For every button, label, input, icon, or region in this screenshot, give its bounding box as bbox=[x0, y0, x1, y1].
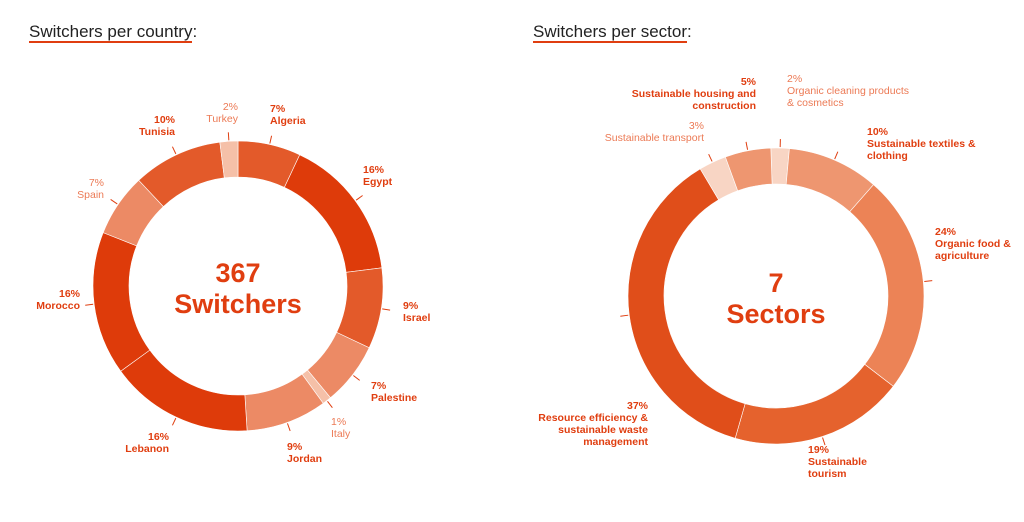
leader-line bbox=[85, 303, 94, 306]
label-tunisia: 10% Tunisia bbox=[139, 114, 175, 138]
label-algeria: 7% Algeria bbox=[270, 103, 306, 127]
label-palestine: 7% Palestine bbox=[371, 380, 418, 404]
leader-line bbox=[355, 195, 363, 201]
label-transport: 3% Sustainable transport bbox=[604, 120, 704, 144]
label-morocco: 16% Morocco bbox=[36, 288, 80, 312]
leader-line bbox=[269, 135, 273, 144]
leader-line bbox=[924, 280, 933, 282]
slice-sustainable-housing-and-construction bbox=[724, 147, 773, 192]
label-lebanon: 16% Lebanon bbox=[125, 431, 169, 455]
leader-line bbox=[620, 314, 629, 317]
leader-line bbox=[353, 375, 360, 381]
leader-line bbox=[745, 141, 749, 150]
label-spain: 7% Spain bbox=[77, 177, 104, 201]
leader-line bbox=[708, 153, 713, 162]
label-israel: 9% Israel bbox=[403, 300, 431, 324]
leader-line bbox=[110, 199, 118, 205]
slice-resource-efficiency-sustainable-waste-management bbox=[627, 168, 746, 439]
label-turkey: 2% Turkey bbox=[206, 101, 238, 125]
label-tourism: 19% Sustainable tourism bbox=[808, 444, 867, 480]
leader-line bbox=[286, 423, 291, 432]
slice-morocco bbox=[92, 232, 151, 372]
label-italy: 1% Italy bbox=[331, 416, 351, 440]
label-resource-efficiency: 37% Resource efficiency & sustainable was… bbox=[538, 400, 648, 448]
sector-chart-title: Switchers per sector: bbox=[533, 22, 692, 43]
label-egypt: 16% Egypt bbox=[363, 164, 393, 188]
label-organic-cleaning: 2% Organic cleaning products & cosmetics bbox=[787, 73, 909, 109]
sector-center-label: 7 Sectors bbox=[726, 268, 826, 329]
leader-line bbox=[171, 146, 177, 155]
slice-turkey bbox=[219, 140, 239, 179]
slice-lebanon bbox=[120, 349, 248, 432]
slice-organic-food-agriculture bbox=[849, 184, 925, 387]
leader-line bbox=[171, 417, 177, 426]
leader-line bbox=[327, 401, 333, 408]
label-jordan: 9% Jordan bbox=[287, 441, 323, 465]
country-chart-title: Switchers per country: bbox=[29, 22, 198, 43]
country-center-label: 367 Switchers bbox=[174, 258, 302, 319]
leader-line bbox=[382, 308, 391, 311]
slice-sustainable-tourism bbox=[734, 363, 894, 445]
leader-line bbox=[227, 132, 230, 141]
leader-line bbox=[822, 437, 826, 446]
label-textiles: 10% Sustainable textiles & clothing bbox=[867, 126, 976, 162]
label-organic-food: 24% Organic food & agriculture bbox=[935, 226, 1011, 262]
label-housing: 5% Sustainable housing and construction bbox=[631, 76, 756, 112]
leader-line bbox=[834, 151, 839, 160]
